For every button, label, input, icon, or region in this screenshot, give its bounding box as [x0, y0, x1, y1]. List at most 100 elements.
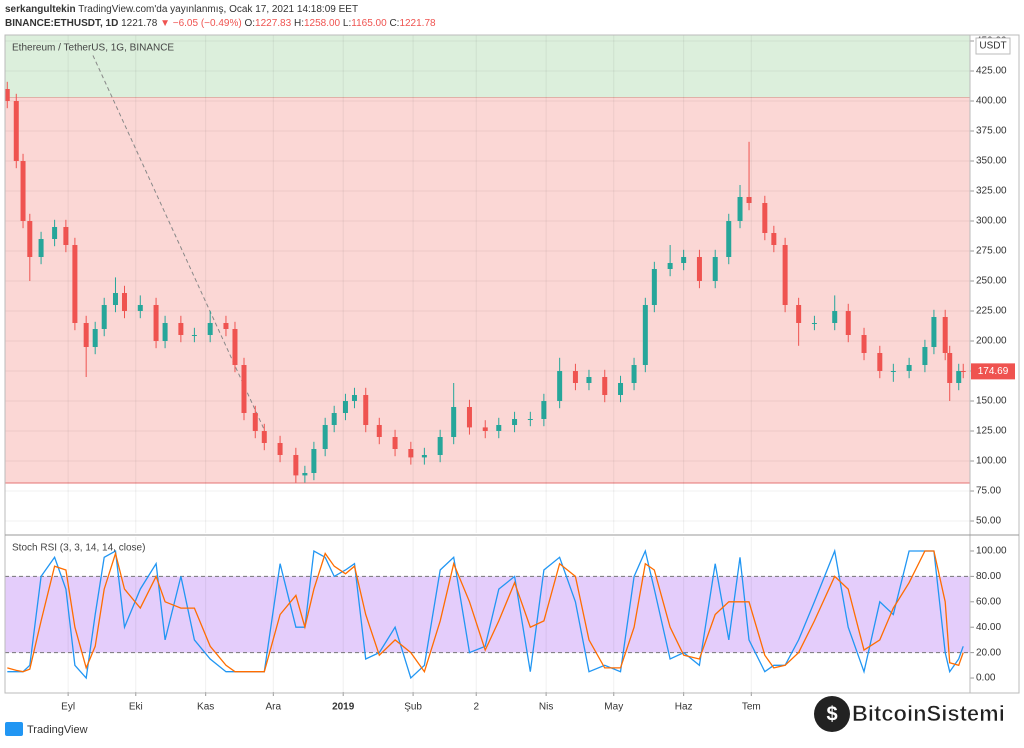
price-tag — [971, 363, 1015, 380]
candle-body — [451, 407, 457, 437]
y-tick-label: 275.00 — [976, 246, 1007, 257]
candle-body — [178, 323, 184, 335]
candle-body — [277, 443, 283, 455]
candle-body — [737, 197, 743, 221]
chart-area: 50.0075.00100.00125.00150.00175.00200.00… — [4, 35, 1007, 713]
candle-body — [527, 419, 533, 420]
candle-body — [906, 365, 912, 371]
frame — [4, 34, 1020, 694]
zone — [5, 35, 970, 98]
candle-body — [931, 317, 937, 347]
ohlc-value: 1227.83 — [255, 18, 292, 29]
candle-body — [861, 335, 867, 353]
candle-body — [651, 269, 657, 305]
x-tick-label: Eki — [129, 702, 143, 713]
candle-body — [207, 323, 213, 335]
candle-body — [712, 257, 718, 281]
y-tick-label: 60.00 — [976, 596, 1001, 607]
candle-body — [191, 335, 197, 336]
y-tick-label: 20.00 — [976, 647, 1001, 658]
candle-body — [960, 371, 966, 372]
x-tick-label: May — [604, 702, 623, 713]
candle-body — [261, 431, 267, 443]
brand: TradingView — [27, 724, 88, 736]
indicator-title: Stoch RSI (3, 3, 14, 14, close) — [12, 543, 145, 554]
x-tick-label: Şub — [404, 702, 422, 713]
y-tick-label: 200.00 — [976, 336, 1007, 347]
watermark-icon — [814, 696, 850, 732]
candle-body — [27, 221, 33, 257]
logo-icon — [5, 722, 23, 736]
candle-body — [782, 245, 788, 305]
candle-body — [466, 407, 472, 428]
candle-body — [956, 371, 962, 383]
candle-body — [351, 395, 357, 401]
candle-body — [112, 293, 118, 305]
candle-body — [342, 401, 348, 413]
y-tick-label: 50.00 — [976, 516, 1001, 527]
y-tick-label: 300.00 — [976, 216, 1007, 227]
candle-body — [20, 161, 26, 221]
header-line: serkangultekin TradingView.com'da yayınl… — [5, 4, 358, 15]
x-tick-label: Nis — [539, 702, 553, 713]
candle-body — [845, 311, 851, 335]
candle-body — [83, 323, 89, 347]
candle-body — [942, 317, 948, 353]
watermark-symbol: $ — [826, 703, 837, 725]
candle-body — [746, 197, 752, 203]
candle-body — [72, 245, 78, 323]
candle-body — [52, 227, 58, 239]
ohlc-value: 1258.00 — [304, 18, 341, 29]
candle-body — [302, 473, 308, 476]
x-tick-label: Haz — [675, 702, 693, 713]
candle-body — [232, 329, 238, 365]
candle-body — [512, 419, 518, 425]
y-tick-label: 75.00 — [976, 486, 1001, 497]
candle-body — [572, 371, 578, 383]
ohlc-label: L: — [343, 18, 351, 29]
x-tick-label: Tem — [742, 702, 761, 713]
candle-body — [38, 239, 44, 257]
candle-body — [421, 455, 427, 458]
y-tick-label: 350.00 — [976, 156, 1007, 167]
candle-body — [681, 257, 687, 263]
header-quote: BINANCE:ETHUSDT, 1D 1221.78 ▼ −6.05 (−0.… — [5, 18, 436, 29]
unit-box — [975, 37, 1011, 55]
candle-body — [642, 305, 648, 365]
y-tick-label: 125.00 — [976, 426, 1007, 437]
user: serkangultekin — [5, 4, 76, 15]
candle-body — [482, 427, 488, 431]
candle-body — [392, 437, 398, 449]
candle-body — [241, 365, 247, 413]
watermark: BitcoinSistemi — [852, 701, 1005, 726]
indicator-line — [7, 550, 964, 674]
y-tick-label: 250.00 — [976, 276, 1007, 287]
candle-body — [811, 323, 817, 324]
x-tick-label: Ara — [266, 702, 282, 713]
y-tick-label: 225.00 — [976, 306, 1007, 317]
candle-body — [63, 227, 69, 245]
candle-body — [252, 413, 258, 431]
zone — [5, 98, 970, 483]
x-tick-label: Eyl — [61, 702, 75, 713]
y-tick-label: 0.00 — [976, 673, 996, 684]
y-tick-label: 425.00 — [976, 66, 1007, 77]
candle-body — [496, 425, 502, 431]
candle-body — [121, 293, 127, 311]
change: ▼ −6.05 (−0.49%) — [160, 18, 242, 29]
y-tick-label: 100.00 — [976, 546, 1007, 557]
price-tag-label: 174.69 — [978, 366, 1009, 377]
y-tick-label: 150.00 — [976, 396, 1007, 407]
candle-body — [602, 377, 608, 395]
candle-body — [586, 377, 592, 383]
x-tick-label: Kas — [197, 702, 214, 713]
x-tick-label: 2 — [473, 702, 479, 713]
candle-body — [311, 449, 317, 473]
y-tick-label: 40.00 — [976, 622, 1001, 633]
y-tick-label: 375.00 — [976, 126, 1007, 137]
candle-body — [153, 305, 159, 341]
y-tick-label: 325.00 — [976, 186, 1007, 197]
candle-body — [4, 89, 10, 101]
ohlc-value: 1221.78 — [399, 18, 436, 29]
